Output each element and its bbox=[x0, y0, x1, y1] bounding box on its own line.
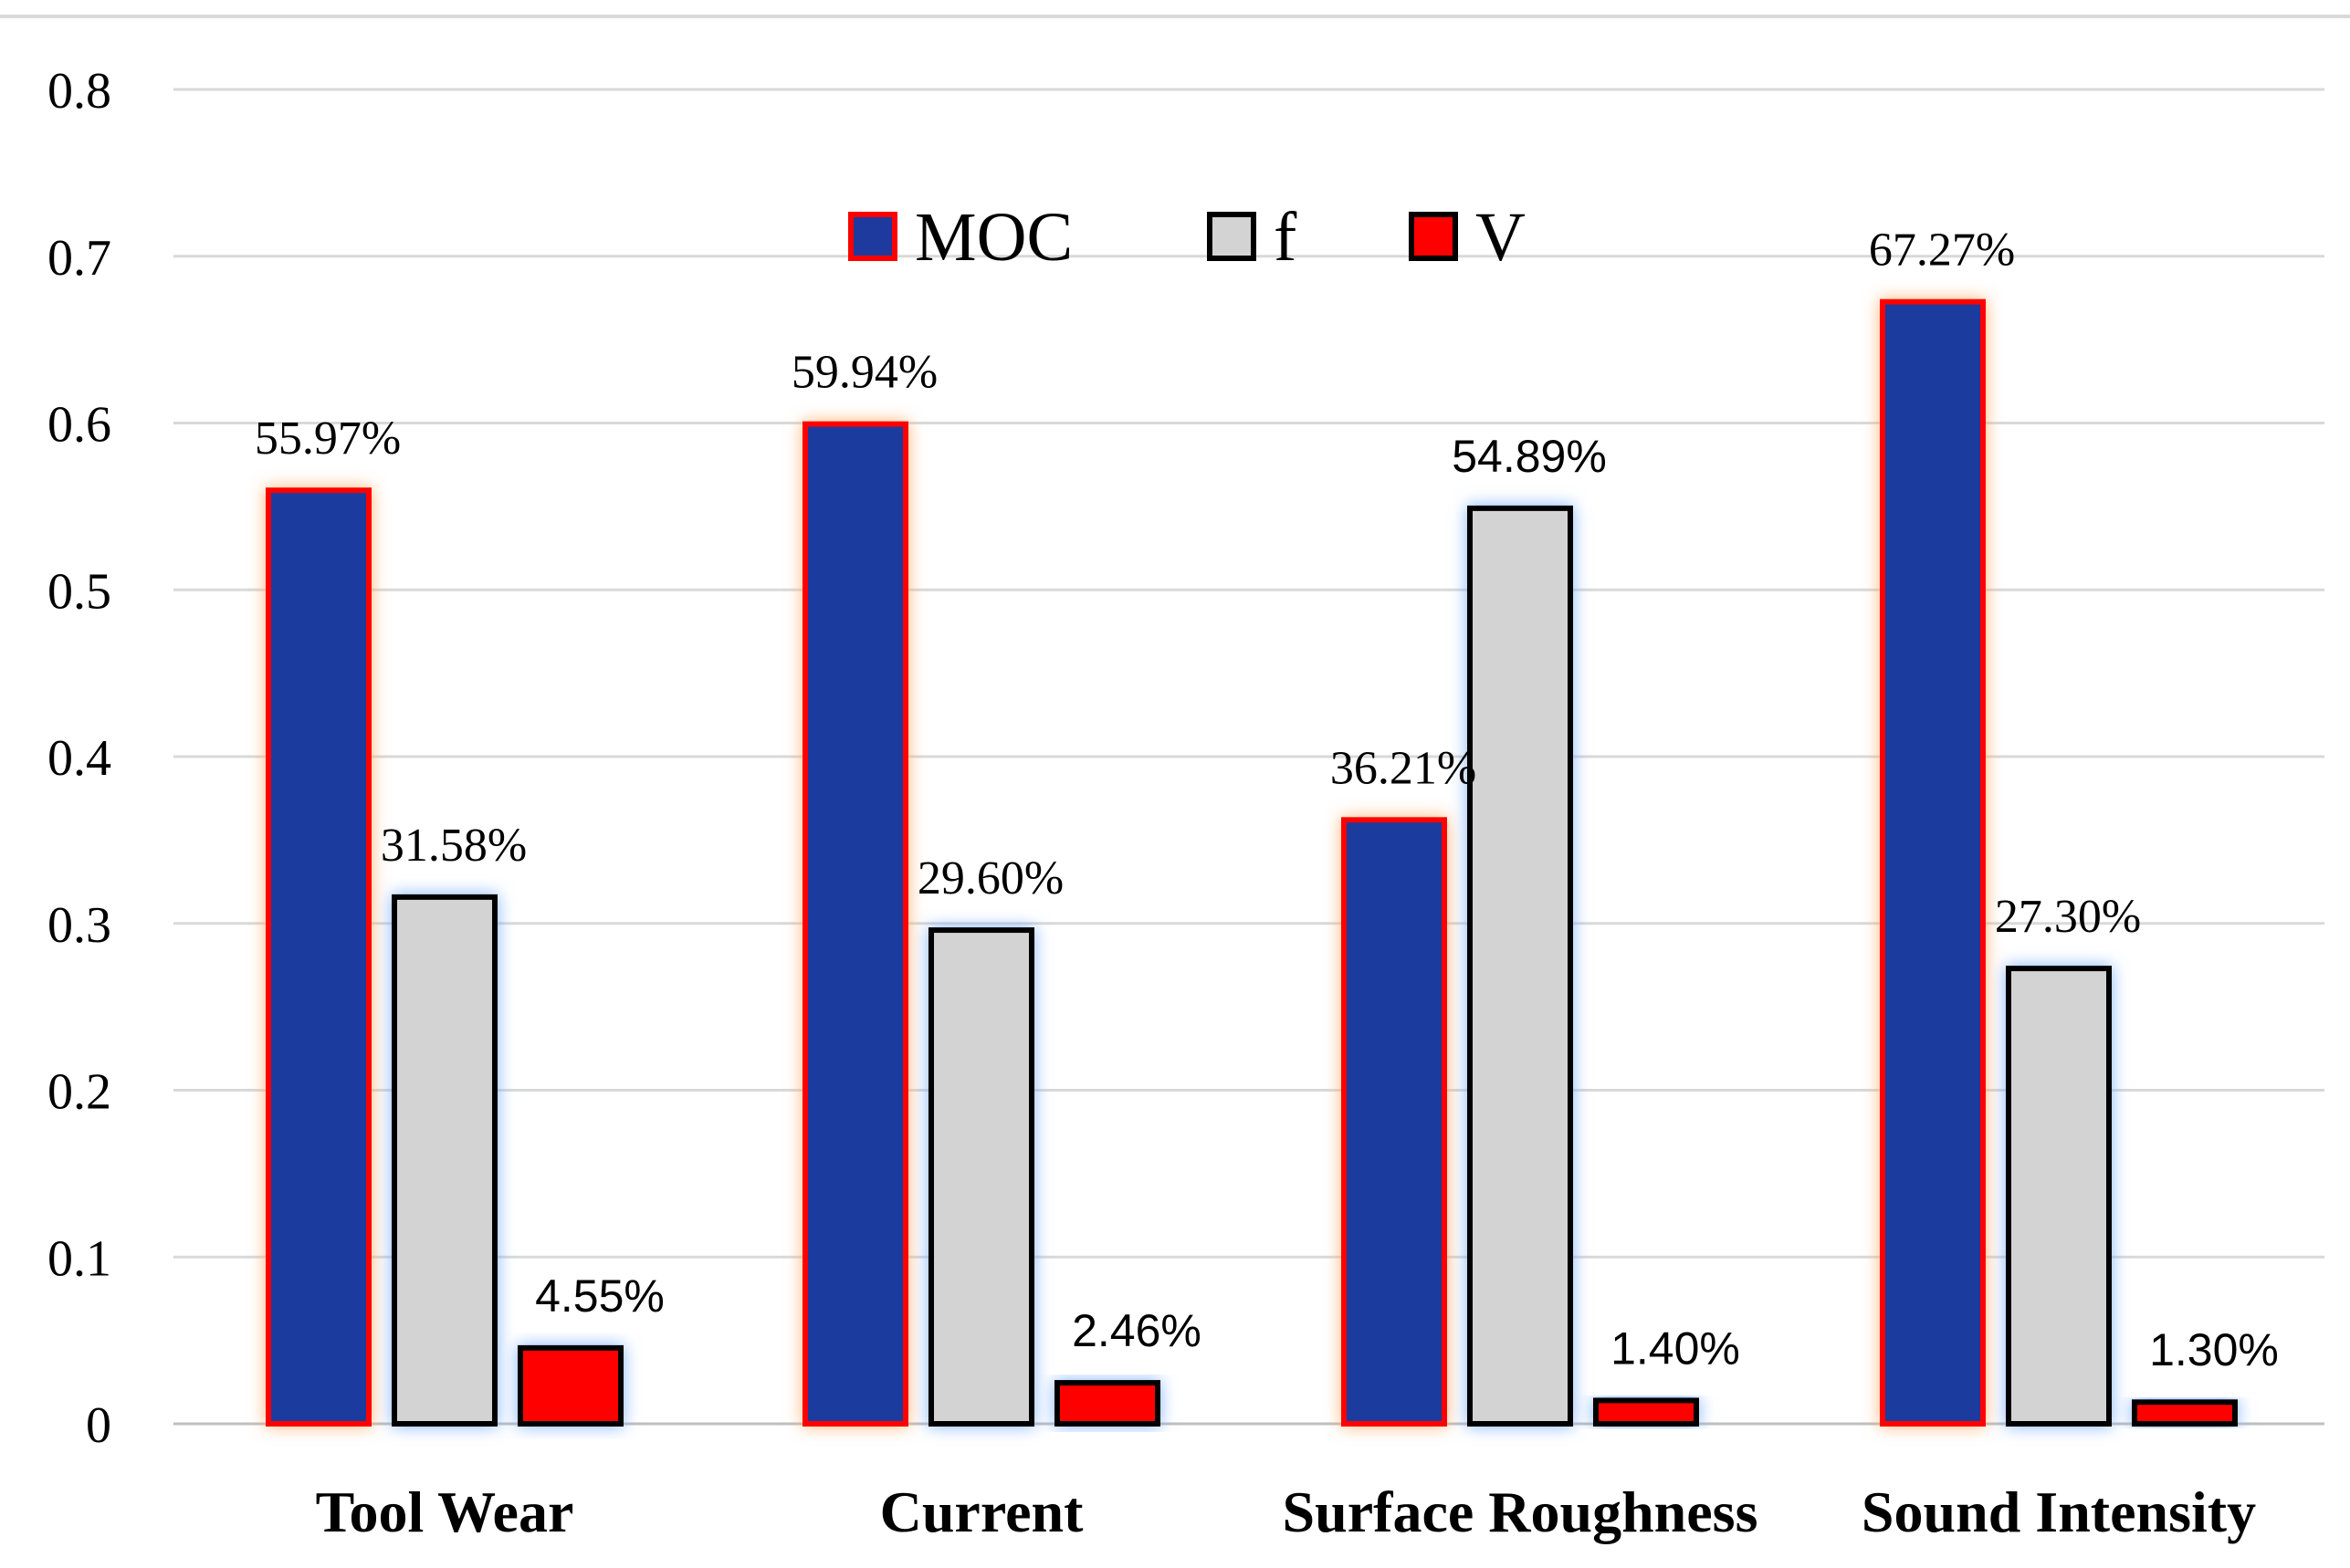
data-label-moc-2: 36.21% bbox=[1330, 742, 1476, 794]
bar-f-3 bbox=[2006, 966, 2112, 1427]
legend: MOC f V bbox=[848, 199, 1526, 276]
y-tick-label: 0.7 bbox=[47, 230, 111, 287]
bar-moc-0 bbox=[266, 487, 372, 1427]
y-tick-label: 0.3 bbox=[47, 897, 111, 954]
y-tick-label: 0.2 bbox=[47, 1064, 111, 1121]
legend-label-moc: MOC bbox=[915, 199, 1073, 276]
y-tick-label: 0.1 bbox=[47, 1230, 111, 1287]
bar-v-3 bbox=[2132, 1399, 2238, 1427]
legend-swatch-moc bbox=[848, 212, 897, 261]
y-axis-tick-labels: 0 0.1 0.2 0.3 0.4 0.5 0.6 0.7 0.8 bbox=[47, 63, 111, 1454]
bar-v-0 bbox=[518, 1344, 624, 1427]
data-label-moc-0: 55.97% bbox=[255, 413, 401, 465]
data-label-v-0: 4.55% bbox=[535, 1270, 665, 1322]
y-tick-label: 0.6 bbox=[47, 397, 111, 454]
category-label: Surface Roughness bbox=[1283, 1479, 1758, 1544]
legend-swatch-f bbox=[1207, 212, 1256, 261]
y-tick-label: 0 bbox=[86, 1397, 111, 1454]
bars bbox=[266, 298, 2238, 1427]
bar-moc-3 bbox=[1880, 298, 1986, 1427]
bar-moc-1 bbox=[803, 421, 908, 1427]
bar-v-2 bbox=[1593, 1397, 1699, 1427]
data-label-v-2: 1.40% bbox=[1610, 1322, 1740, 1374]
bar-f-2 bbox=[1467, 505, 1573, 1427]
data-label-moc-1: 59.94% bbox=[792, 347, 938, 399]
data-label-f-2: 54.89% bbox=[1452, 431, 1607, 482]
bar-v-1 bbox=[1054, 1380, 1160, 1427]
data-label-f-0: 31.58% bbox=[381, 820, 527, 872]
legend-label-v: V bbox=[1475, 199, 1526, 276]
category-label: Sound Intensity bbox=[1862, 1479, 2256, 1544]
y-tick-label: 0.8 bbox=[47, 63, 111, 120]
category-labels: Tool Wear Current Surface Roughness Sound I… bbox=[316, 1479, 2256, 1544]
data-labels: 55.97% 31.58% 4.55% 59.94% 29.60% 2.46% 36.21%… bbox=[255, 225, 2279, 1376]
y-tick-label: 0.4 bbox=[47, 730, 111, 787]
data-label-moc-3: 67.27% bbox=[1869, 225, 2015, 277]
data-label-f-1: 29.60% bbox=[918, 852, 1064, 904]
data-label-v-1: 2.46% bbox=[1072, 1305, 1201, 1356]
category-label: Current bbox=[880, 1479, 1084, 1544]
category-label: Tool Wear bbox=[316, 1479, 574, 1544]
y-tick-label: 0.5 bbox=[47, 563, 111, 620]
bar-moc-2 bbox=[1341, 817, 1447, 1427]
bar-f-0 bbox=[392, 894, 498, 1427]
legend-label-f: f bbox=[1274, 199, 1297, 276]
data-label-v-3: 1.30% bbox=[2149, 1324, 2279, 1375]
legend-swatch-v bbox=[1409, 212, 1458, 261]
data-label-f-3: 27.30% bbox=[1995, 891, 2141, 943]
bar-f-1 bbox=[928, 927, 1034, 1427]
